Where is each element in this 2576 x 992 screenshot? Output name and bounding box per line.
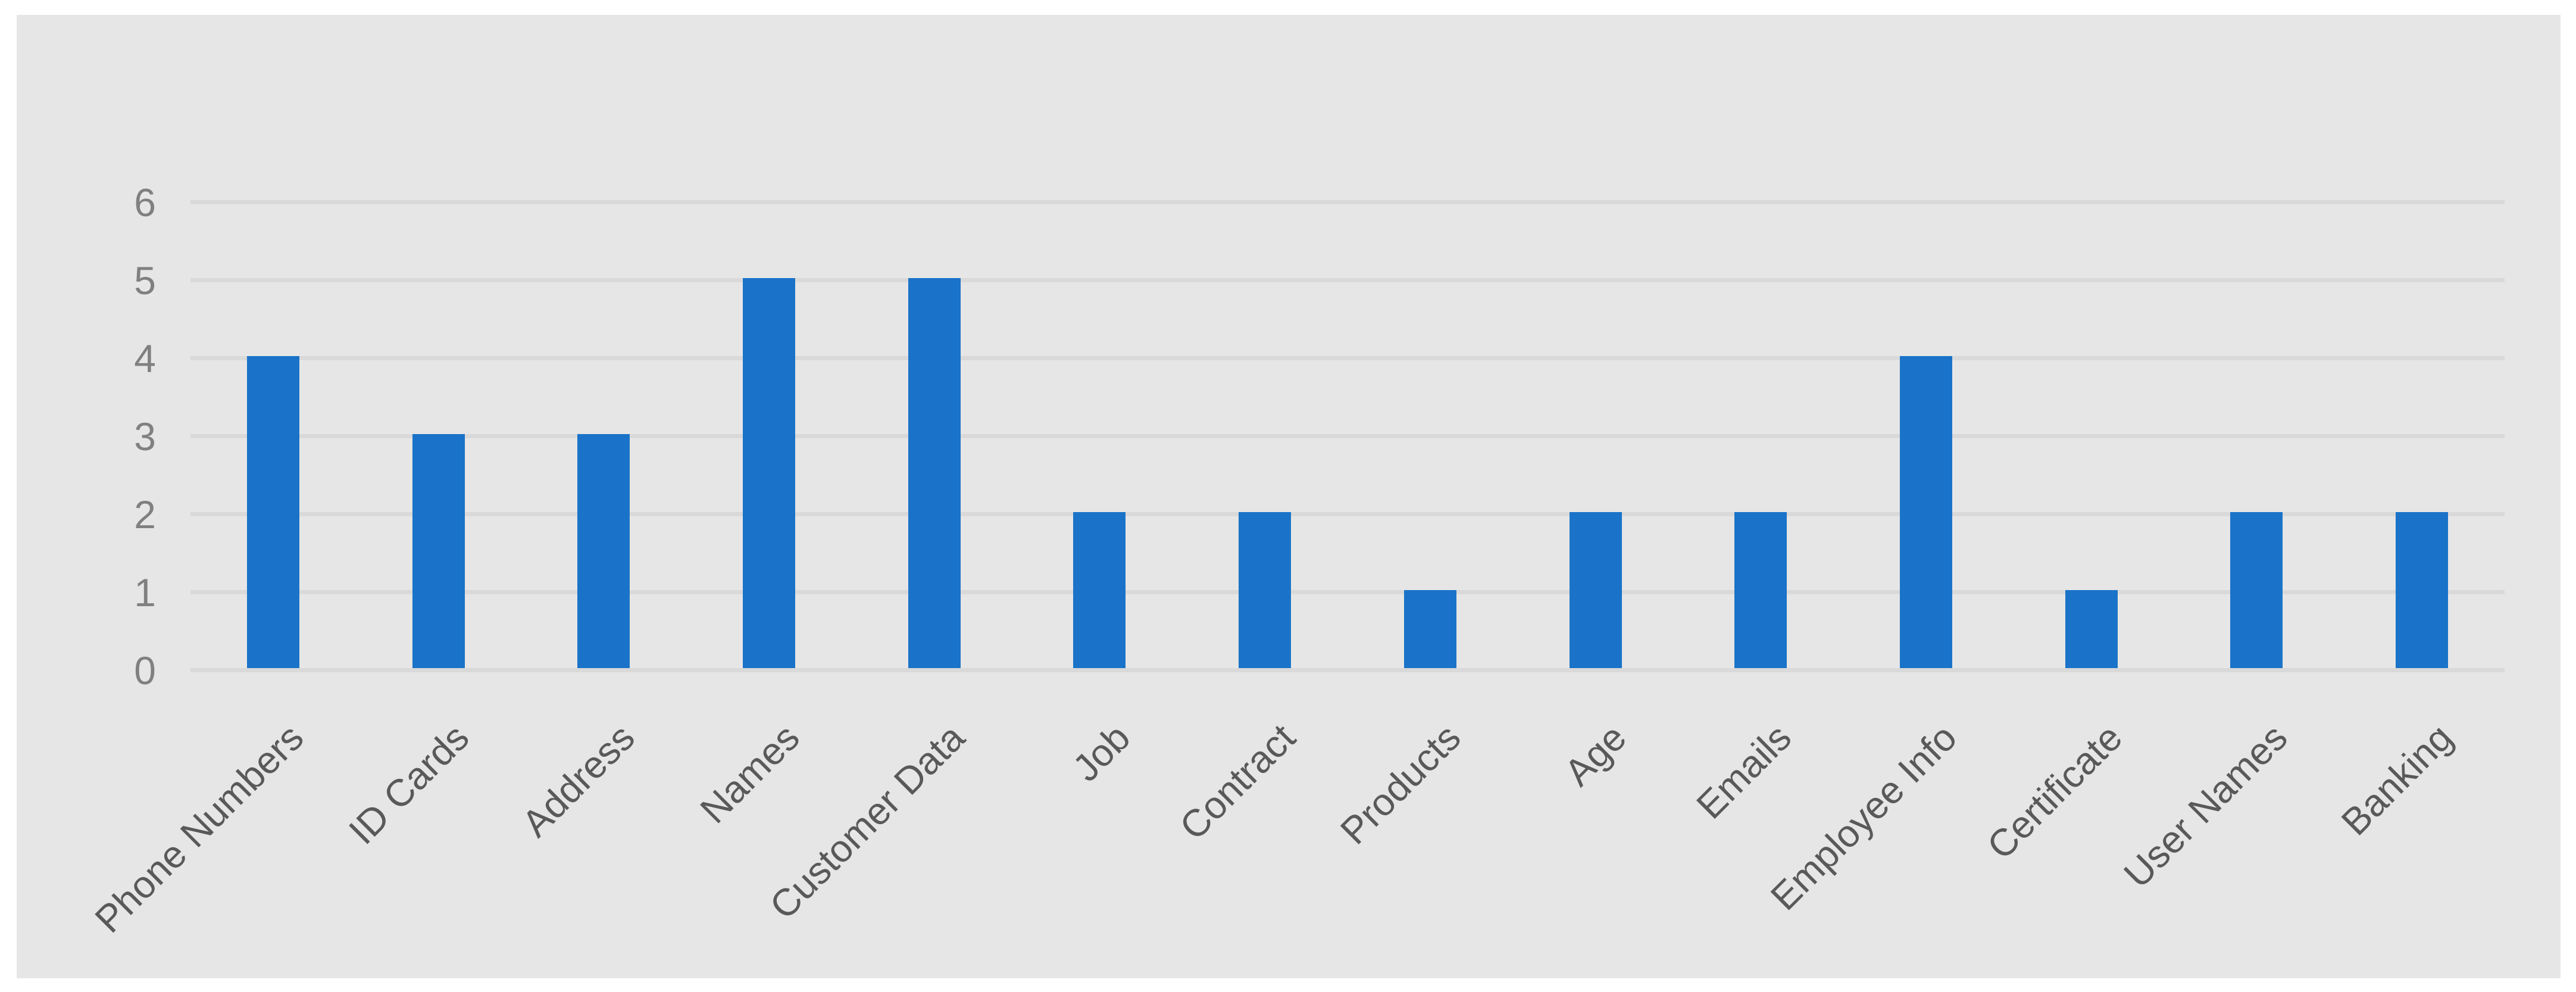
y-tick-label-3: 3 <box>134 414 156 458</box>
x-category-label-certificate: Certificate <box>1978 716 2130 868</box>
x-category-label-names: Names <box>692 716 808 832</box>
gridline-y-2 <box>190 512 2505 516</box>
bar-age[interactable] <box>1569 512 1622 668</box>
bar-employee-info[interactable] <box>1900 356 1952 668</box>
gridline-y-6 <box>190 200 2505 204</box>
bar-job[interactable] <box>1073 512 1126 668</box>
bar-customer-data[interactable] <box>908 278 961 668</box>
y-tick-label-4: 4 <box>134 336 156 380</box>
x-category-label-address: Address <box>513 716 643 846</box>
bar-certificate[interactable] <box>2065 590 2118 668</box>
x-category-label-age: Age <box>1556 716 1634 794</box>
bar-user-names[interactable] <box>2230 512 2283 668</box>
x-category-label-phone-numbers: Phone Numbers <box>87 716 312 941</box>
y-tick-label-6: 6 <box>134 180 156 224</box>
y-tick-label-0: 0 <box>134 648 156 692</box>
bar-id-cards[interactable] <box>412 434 465 668</box>
x-category-label-user-names: User Names <box>2115 716 2296 896</box>
y-tick-label-1: 1 <box>134 570 156 614</box>
x-category-label-emails: Emails <box>1688 716 1800 827</box>
y-tick-label-2: 2 <box>134 492 156 536</box>
bar-names[interactable] <box>743 278 795 668</box>
chart-plot-area: 0 1 2 3 4 5 6 Phone Numbers ID Cards Address Name… <box>17 15 2561 978</box>
x-category-label-job: Job <box>1064 716 1139 790</box>
y-tick-label-5: 5 <box>134 258 156 302</box>
bar-contract[interactable] <box>1239 512 1292 668</box>
x-category-label-id-cards: ID Cards <box>340 716 477 853</box>
bar-phone-numbers[interactable] <box>246 356 299 668</box>
bar-address[interactable] <box>577 434 630 668</box>
gridline-y-3 <box>190 434 2505 438</box>
gridline-y-5 <box>190 278 2505 282</box>
gridline-y-0 <box>190 668 2505 672</box>
gridline-y-4 <box>190 356 2505 360</box>
bar-products[interactable] <box>1403 590 1456 668</box>
bar-emails[interactable] <box>1734 512 1787 668</box>
gridline-y-1 <box>190 590 2505 594</box>
x-category-label-products: Products <box>1332 716 1469 853</box>
x-category-label-banking: Banking <box>2333 716 2461 844</box>
x-category-label-contract: Contract <box>1171 716 1304 848</box>
bar-banking[interactable] <box>2396 512 2449 668</box>
